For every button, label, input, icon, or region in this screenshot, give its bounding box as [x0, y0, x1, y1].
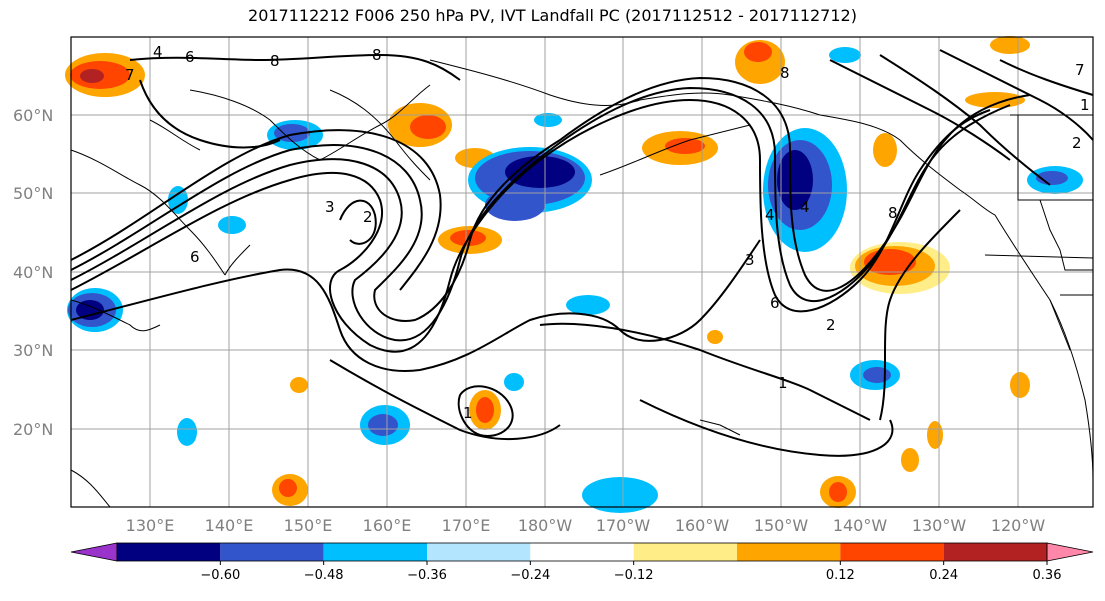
lon-label: 170°E: [442, 516, 491, 535]
colorbar-segment: [220, 543, 324, 561]
colorbar-segment: [737, 543, 841, 561]
contour-label: 1: [463, 404, 473, 422]
colorbar-extend-low: [70, 542, 118, 562]
lon-label: 150°W: [754, 516, 809, 535]
lon-label: 180°W: [518, 516, 573, 535]
contour-labels: 4 6 8 8 8 7 3 2 6 4 3 6 2 1 1 4 8 2 7 1: [125, 43, 1090, 422]
colorbar-segment: [840, 543, 944, 561]
latitude-labels: 60°N 50°N 40°N 30°N 20°N: [13, 106, 53, 439]
colorbar-tick-label: 0.24: [929, 568, 958, 583]
lat-label: 40°N: [13, 263, 53, 282]
lat-label: 20°N: [13, 420, 53, 439]
colorbar-segment: [530, 543, 634, 561]
colorbar-segment: [943, 543, 1047, 561]
lon-label: 130°E: [126, 516, 175, 535]
colorbar-segment: [427, 543, 531, 561]
contour-label: 6: [190, 248, 200, 266]
lat-label: 50°N: [13, 184, 53, 203]
lon-label: 140°W: [833, 516, 888, 535]
contour-label: 4: [800, 198, 810, 216]
contour-label: 6: [770, 294, 780, 312]
lon-label: 160°E: [363, 516, 412, 535]
map-title: 2017112212 F006 250 hPa PV, IVT Landfall…: [248, 6, 857, 25]
contour-label: 4: [153, 43, 163, 61]
lat-label: 30°N: [13, 341, 53, 360]
contour-label: 3: [745, 251, 755, 269]
lon-label: 130°W: [912, 516, 967, 535]
contour-label: 8: [270, 52, 280, 70]
colorbar-tick-label: −0.24: [510, 568, 550, 583]
colorbar-tick-label: −0.12: [614, 568, 654, 583]
contour-label: 1: [778, 374, 788, 392]
contour-label: 7: [1075, 61, 1085, 79]
colorbar-frame: [116, 542, 1048, 562]
contour-label: 2: [826, 316, 836, 334]
colorbar-segment: [117, 543, 221, 561]
lon-label: 120°W: [991, 516, 1046, 535]
colorbar-tick-label: 0.36: [1033, 568, 1062, 583]
contour-label: 2: [1072, 134, 1082, 152]
longitude-labels: 130°E 140°E 150°E 160°E 170°E 180°W 170°…: [126, 516, 1046, 535]
lon-label: 160°W: [675, 516, 730, 535]
lon-label: 140°E: [205, 516, 254, 535]
contour-label: 8: [372, 46, 382, 64]
lon-label: 170°W: [596, 516, 651, 535]
colorbar-tick-label: −0.60: [200, 568, 240, 583]
map-frame: [70, 36, 1094, 508]
colorbar-tick-label: 0.12: [826, 568, 855, 583]
contour-label: 7: [125, 66, 135, 84]
colorbar-extend-high: [1046, 542, 1094, 562]
colorbar-tick-label: −0.36: [407, 568, 447, 583]
colorbar-tick-label: −0.48: [304, 568, 344, 583]
contour-label: 8: [888, 204, 898, 222]
coastlines: [70, 59, 1094, 508]
contour-label: 1: [1080, 96, 1090, 114]
contour-label: 4: [765, 206, 775, 224]
lon-label: 150°E: [284, 516, 333, 535]
colorbar-segment: [323, 543, 427, 561]
pv-contours: [70, 49, 1094, 457]
contour-label: 6: [185, 48, 195, 66]
colorbar: −0.60−0.48−0.36−0.24−0.120.120.240.360.4…: [70, 542, 1094, 583]
lat-label: 60°N: [13, 106, 53, 125]
contour-label: 2: [363, 208, 373, 226]
contour-label: 3: [325, 198, 335, 216]
contour-label: 8: [780, 64, 790, 82]
colorbar-segment: [633, 543, 737, 561]
